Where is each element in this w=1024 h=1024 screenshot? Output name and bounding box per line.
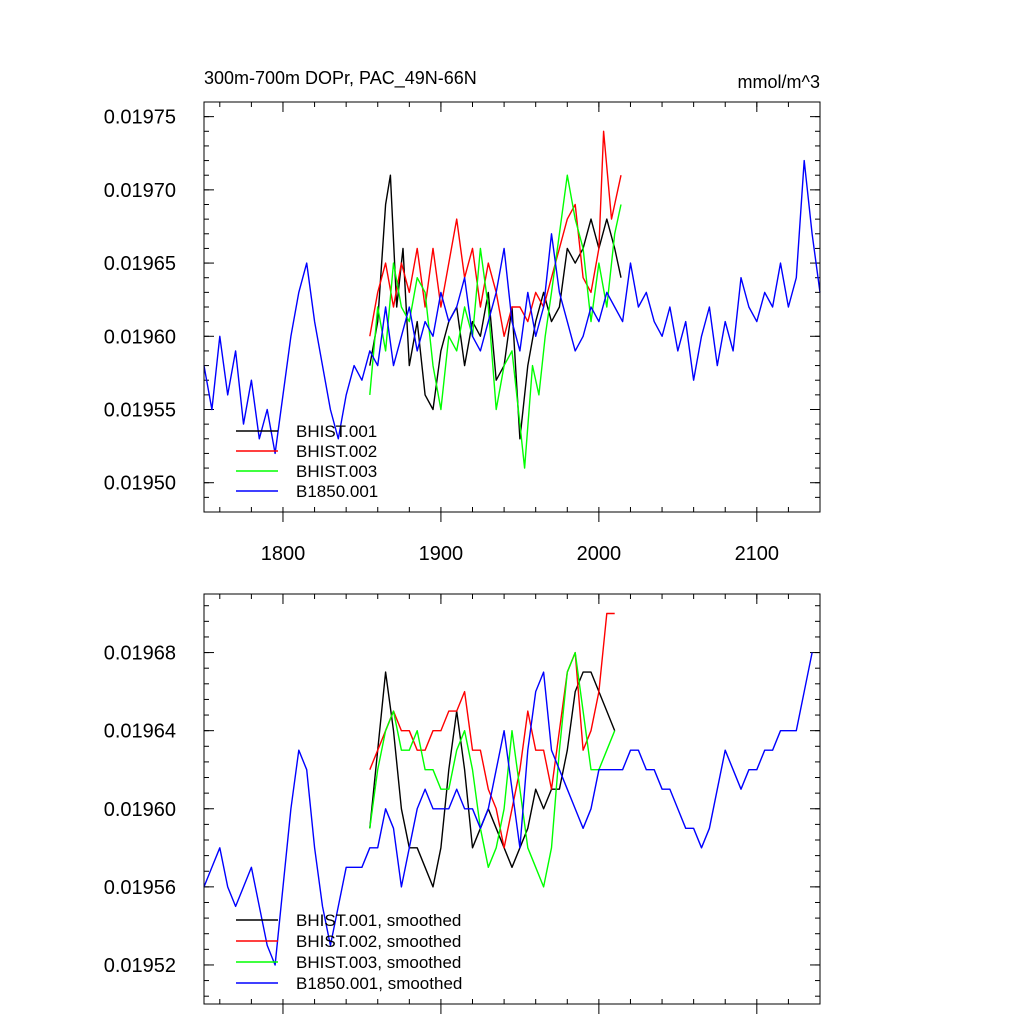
bottom-panel: 0.01952 0.01956 0.01960 0.01964 0.01968 BHIS… bbox=[104, 593, 821, 1014]
bottom-series-lines bbox=[203, 612, 813, 966]
top-legend-label-3: B1850.001 bbox=[296, 482, 378, 501]
top-plot-frame bbox=[203, 101, 821, 513]
top-legend-label-2: BHIST.003 bbox=[296, 462, 377, 481]
top-legend: BHIST.001 BHIST.002 BHIST.003 B1850.001 bbox=[236, 422, 378, 501]
bottom-y-tick-labels: 0.01952 0.01956 0.01960 0.01964 0.01968 bbox=[104, 643, 176, 977]
y-tick-label: 0.01975 bbox=[104, 107, 176, 129]
series-line-1 bbox=[369, 130, 622, 337]
bottom-legend-label-1: BHIST.002, smoothed bbox=[296, 932, 461, 951]
y-tick-label: 0.01965 bbox=[104, 253, 176, 275]
series-line-2 bbox=[369, 174, 622, 469]
x-tick-label: 1900 bbox=[419, 543, 464, 565]
top-series-lines bbox=[203, 130, 821, 469]
y-tick-label: 0.01955 bbox=[104, 400, 176, 422]
top-legend-label-1: BHIST.002 bbox=[296, 442, 377, 461]
series-line-0 bbox=[369, 174, 622, 440]
x-tick-label: 1800 bbox=[261, 543, 306, 565]
top-units: mmol/m^3 bbox=[738, 72, 820, 92]
y-tick-label: 0.01960 bbox=[104, 326, 176, 348]
series-line-2 bbox=[369, 651, 616, 888]
bottom-legend: BHIST.001, smoothed BHIST.002, smoothed … bbox=[236, 911, 462, 993]
y-tick-label: 0.01970 bbox=[104, 180, 176, 202]
top-y-tick-labels: 0.01950 0.01955 0.01960 0.01965 0.01970 0.019… bbox=[104, 107, 176, 495]
series-line-3 bbox=[203, 652, 813, 966]
top-legend-label-0: BHIST.001 bbox=[296, 422, 377, 441]
bottom-axis-ticks bbox=[204, 594, 821, 1014]
y-tick-label: 0.01956 bbox=[104, 877, 176, 899]
bottom-plot-frame bbox=[203, 593, 821, 1005]
y-tick-label: 0.01964 bbox=[104, 721, 176, 743]
bottom-legend-label-3: B1850.001, smoothed bbox=[296, 974, 462, 993]
x-tick-label: 2000 bbox=[577, 543, 622, 565]
bottom-legend-label-2: BHIST.003, smoothed bbox=[296, 953, 461, 972]
top-title: 300m-700m DOPr, PAC_49N-66N bbox=[204, 68, 477, 89]
x-tick-label: 2100 bbox=[735, 543, 780, 565]
y-tick-label: 0.01968 bbox=[104, 643, 176, 665]
series-line-0 bbox=[369, 671, 616, 888]
y-tick-label: 0.01950 bbox=[104, 473, 176, 495]
top-x-tick-labels: 1800 1900 2000 2100 bbox=[261, 543, 779, 565]
top-panel: 300m-700m DOPr, PAC_49N-66N mmol/m^3 0.0… bbox=[104, 68, 821, 565]
bottom-legend-label-0: BHIST.001, smoothed bbox=[296, 911, 461, 930]
y-tick-label: 0.01952 bbox=[104, 955, 176, 977]
y-tick-label: 0.01960 bbox=[104, 799, 176, 821]
series-line-3 bbox=[203, 159, 821, 455]
series-line-1 bbox=[369, 612, 615, 849]
